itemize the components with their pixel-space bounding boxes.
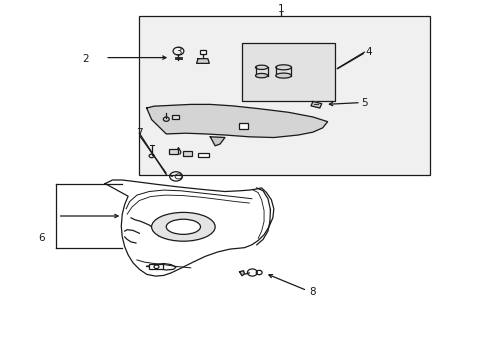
Ellipse shape	[255, 65, 267, 69]
Ellipse shape	[151, 212, 215, 241]
Bar	[172, 115, 179, 119]
Bar	[139, 16, 429, 175]
Text: 3: 3	[175, 47, 182, 57]
Text: 8: 8	[309, 287, 316, 297]
Ellipse shape	[275, 73, 291, 78]
Polygon shape	[146, 104, 327, 138]
Text: 1: 1	[277, 4, 284, 14]
Polygon shape	[310, 102, 321, 108]
Bar	[168, 149, 177, 154]
Bar	[183, 151, 192, 156]
Bar	[242, 43, 334, 101]
Text: 7: 7	[136, 128, 142, 138]
Polygon shape	[239, 271, 244, 276]
Text: 5: 5	[360, 98, 367, 108]
Text: 4: 4	[365, 47, 372, 57]
Bar	[199, 50, 206, 54]
Text: 2: 2	[82, 54, 89, 64]
Polygon shape	[210, 137, 224, 146]
Ellipse shape	[275, 65, 291, 70]
Bar	[198, 153, 208, 157]
Ellipse shape	[255, 73, 267, 78]
Bar	[149, 264, 163, 269]
Bar	[238, 123, 248, 129]
Polygon shape	[196, 59, 209, 63]
Text: 6: 6	[38, 233, 45, 243]
Ellipse shape	[166, 219, 200, 234]
